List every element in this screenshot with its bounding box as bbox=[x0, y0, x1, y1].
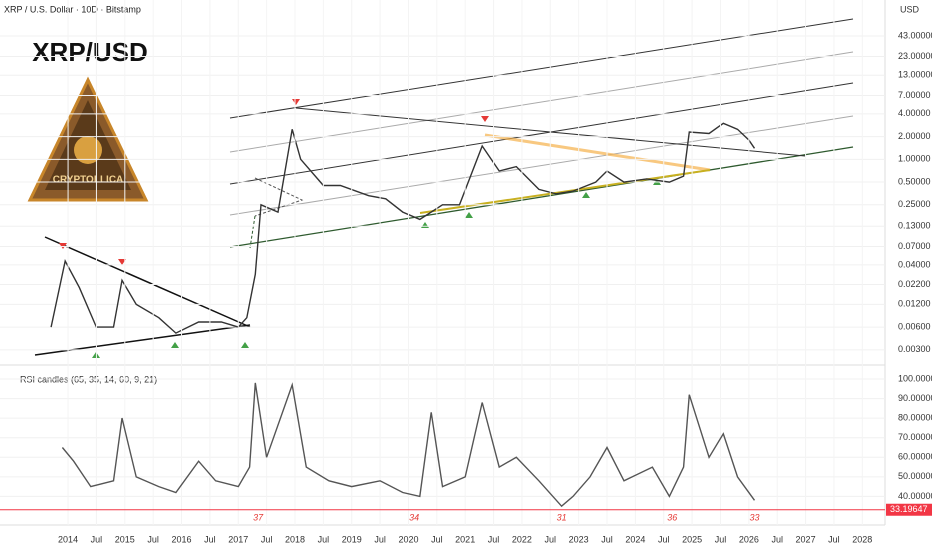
annotation: 34 bbox=[409, 512, 419, 522]
x-tick-label: Jul bbox=[147, 534, 159, 544]
x-tick-label: Jul bbox=[91, 534, 103, 544]
y-tick-label: 2.00000 bbox=[898, 131, 931, 141]
x-tick-label: Jul bbox=[318, 534, 330, 544]
x-tick-label: 2017 bbox=[228, 534, 248, 544]
last-value-label: 33.19647 bbox=[890, 504, 928, 514]
x-tick-label: Jul bbox=[261, 534, 273, 544]
y-tick-label: 13.00000 bbox=[898, 70, 932, 80]
y-tick-label: 4.00000 bbox=[898, 108, 931, 118]
x-tick-label: 2015 bbox=[115, 534, 135, 544]
y-tick-label: 0.02200 bbox=[898, 279, 931, 289]
y-tick-label: 0.13000 bbox=[898, 221, 931, 231]
y-tick-label: 1.00000 bbox=[898, 154, 931, 164]
y-tick-label: 7.00000 bbox=[898, 90, 931, 100]
annotation: 37 bbox=[253, 512, 264, 522]
x-tick-label: 2018 bbox=[285, 534, 305, 544]
x-tick-label: 2022 bbox=[512, 534, 532, 544]
x-tick-label: Jul bbox=[545, 534, 557, 544]
logo: CRYPTOLLICA bbox=[27, 76, 149, 202]
x-tick-label: Jul bbox=[828, 534, 840, 544]
x-tick-label: Jul bbox=[715, 534, 727, 544]
series-line bbox=[61, 382, 756, 508]
y-tick-label: 80.00000 bbox=[898, 413, 932, 423]
y-tick-label: 0.25000 bbox=[898, 199, 931, 209]
y-tick-label: 0.50000 bbox=[898, 176, 931, 186]
x-tick-label: 2023 bbox=[569, 534, 589, 544]
y-tick-label: 90.00000 bbox=[898, 393, 932, 403]
logo-text: CRYPTOLLICA bbox=[53, 175, 124, 186]
x-tick-label: Jul bbox=[601, 534, 613, 544]
chart-title: XRP/USD bbox=[32, 37, 148, 67]
x-tick-label: Jul bbox=[204, 534, 216, 544]
last-value-box bbox=[886, 503, 932, 516]
x-tick-label: Jul bbox=[431, 534, 443, 544]
series-line bbox=[50, 122, 756, 334]
y-tick-label: 23.00000 bbox=[898, 51, 932, 61]
x-tick-label: 2020 bbox=[398, 534, 418, 544]
x-tick-label: 2024 bbox=[625, 534, 645, 544]
x-tick-label: Jul bbox=[658, 534, 670, 544]
y-tick-label: 0.01200 bbox=[898, 299, 931, 309]
y-tick-label: 100.00000 bbox=[898, 373, 932, 383]
y-tick-label: 50.00000 bbox=[898, 471, 932, 481]
y-tick-label: 40.00000 bbox=[898, 491, 932, 501]
annotation: 33 bbox=[750, 512, 760, 522]
y-tick-label: 0.04000 bbox=[898, 259, 931, 269]
chart-header: XRP / U.S. Dollar · 10D · Bitstamp bbox=[4, 4, 141, 14]
x-tick-label: 2021 bbox=[455, 534, 475, 544]
x-tick-label: 2028 bbox=[852, 534, 872, 544]
x-tick-label: 2027 bbox=[796, 534, 816, 544]
x-tick-label: 2014 bbox=[58, 534, 78, 544]
y-unit: USD bbox=[900, 4, 920, 14]
y-tick-label: 60.00000 bbox=[898, 452, 932, 462]
y-tick-label: 0.00300 bbox=[898, 344, 931, 354]
annotation: 31 bbox=[557, 512, 567, 522]
y-tick-label: 0.00600 bbox=[898, 321, 931, 331]
y-tick-label: 70.00000 bbox=[898, 432, 932, 442]
y-tick-label: 0.07000 bbox=[898, 241, 931, 251]
annotation: 36 bbox=[667, 512, 677, 522]
x-tick-label: 2025 bbox=[682, 534, 702, 544]
x-tick-label: Jul bbox=[488, 534, 500, 544]
x-tick-label: 2026 bbox=[739, 534, 759, 544]
x-tick-label: Jul bbox=[374, 534, 386, 544]
x-tick-label: Jul bbox=[771, 534, 783, 544]
x-tick-label: 2016 bbox=[172, 534, 192, 544]
x-tick-label: 2019 bbox=[342, 534, 362, 544]
y-tick-label: 43.00000 bbox=[898, 30, 932, 40]
signal-markers bbox=[59, 99, 661, 358]
